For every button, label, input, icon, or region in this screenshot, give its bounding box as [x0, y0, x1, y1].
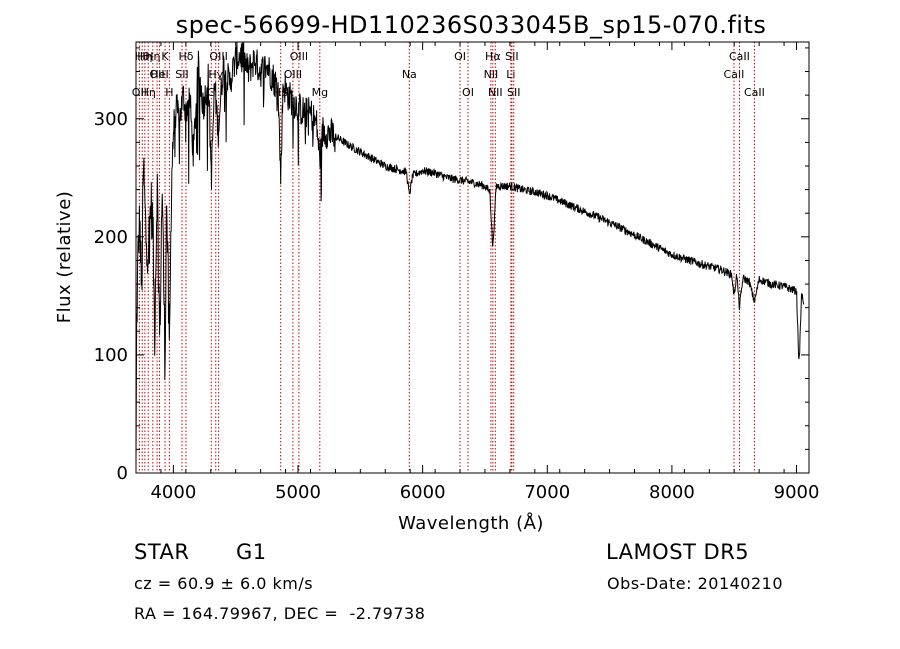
spectral-line-label: K — [161, 50, 169, 63]
spectral-line-label: Li — [506, 68, 515, 81]
spectral-line-label: OIII — [290, 50, 308, 63]
x-tick-label: 8000 — [649, 482, 695, 503]
spectral-line-label: Hη — [141, 86, 156, 99]
survey-name: LAMOST DR5 — [606, 540, 750, 564]
spectral-line-label: OIII — [284, 68, 302, 81]
object-class: STAR — [134, 540, 190, 564]
spectral-line-label: OI — [454, 50, 466, 63]
spectral-line-label: Mg — [312, 86, 328, 99]
coordinates: RA = 164.79967, DEC = -2.79738 — [134, 604, 426, 623]
spectral-line-label: SII — [507, 86, 520, 99]
y-tick-label: 0 — [117, 463, 128, 484]
chart-title: spec-56699-HD110236S033045B_sp15-070.fit… — [176, 11, 767, 39]
spectrum-series-layer — [135, 42, 805, 458]
spectral-line-label: OII — [149, 68, 164, 81]
y-tick-label: 200 — [94, 227, 128, 248]
spectral-line-label: OI — [462, 86, 474, 99]
spectral-line-label: CaII — [729, 50, 750, 63]
spectral-line-label: Hα — [485, 50, 501, 63]
spectral-line-label: HeI — [150, 68, 168, 81]
x-tick-label: 7000 — [524, 482, 570, 503]
x-tick-label: 9000 — [774, 482, 820, 503]
spectrum-line — [135, 42, 805, 458]
spectral-line-label: Hγ — [208, 68, 223, 81]
spectral-line-label: Hδ — [178, 50, 193, 63]
obs-date: Obs-Date: 20140210 — [607, 574, 784, 593]
y-axis-label: Flux (relative) — [54, 191, 75, 324]
spectral-line-label: H — [165, 86, 173, 99]
axes-layer: 4000 5000 6000 7000 8000 9000 0 100 200 300 — [94, 42, 820, 503]
x-axis-label: Wavelength (Å) — [398, 512, 544, 534]
plot-frame — [135, 41, 810, 474]
spectral-line-label: SII — [175, 68, 188, 81]
spectral-line-label: Hη — [145, 50, 160, 63]
redshift-text: cz = 60.9 ± 6.0 km/s — [134, 574, 314, 593]
x-tick-label: 5000 — [275, 482, 321, 503]
y-tick-label: 300 — [94, 109, 128, 130]
spectral-line-label: CaII — [744, 86, 765, 99]
spectral-line-label: Hθ — [135, 50, 150, 63]
x-tick-label: 6000 — [400, 482, 446, 503]
spectral-line-label: G — [207, 86, 216, 99]
spectral-line-label: NII — [488, 86, 503, 99]
y-tick-label: 100 — [94, 345, 128, 366]
spectral-line-label: NII — [484, 68, 499, 81]
spectral-line-label: SII — [505, 50, 518, 63]
spectral-line-label: OIII — [209, 50, 227, 63]
object-subclass: G1 — [236, 540, 267, 564]
x-tick-label: 4000 — [150, 482, 196, 503]
spectral-line-label: Na — [402, 68, 417, 81]
spectral-line-label: CaII — [724, 68, 745, 81]
